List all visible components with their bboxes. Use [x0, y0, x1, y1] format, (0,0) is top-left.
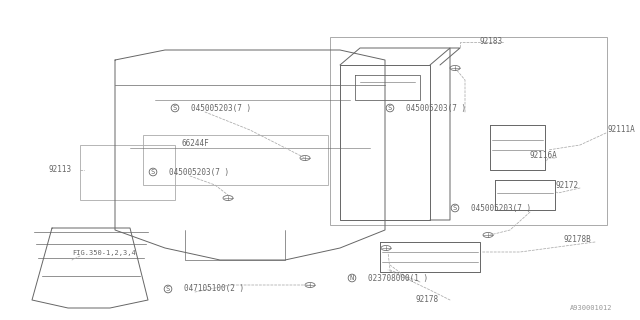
Text: S: S: [388, 105, 392, 111]
Text: 047105100(2 ): 047105100(2 ): [184, 284, 244, 293]
Text: 92113: 92113: [49, 165, 72, 174]
Text: FIG.350-1,2,3,4: FIG.350-1,2,3,4: [72, 250, 136, 256]
Bar: [330, 37, 607, 225]
Text: 92172: 92172: [555, 180, 578, 189]
Bar: [80, 145, 175, 200]
Text: 92183: 92183: [480, 37, 503, 46]
Bar: [143, 135, 328, 185]
Text: S: S: [151, 169, 155, 175]
Text: 66244F: 66244F: [182, 139, 210, 148]
Text: 045005203(7 ): 045005203(7 ): [471, 204, 531, 212]
Text: S: S: [173, 105, 177, 111]
Text: 045005203(7 ): 045005203(7 ): [406, 103, 466, 113]
Text: 92178B: 92178B: [564, 236, 592, 244]
Text: 92178: 92178: [415, 295, 438, 305]
Text: 023708000(1 ): 023708000(1 ): [368, 274, 428, 283]
Text: S: S: [453, 205, 457, 211]
Text: 92111A: 92111A: [608, 125, 636, 134]
Text: 92116A: 92116A: [530, 150, 557, 159]
Text: 045005203(7 ): 045005203(7 ): [169, 167, 229, 177]
Text: S: S: [166, 286, 170, 292]
Text: N: N: [350, 275, 354, 281]
Text: 045005203(7 ): 045005203(7 ): [191, 103, 251, 113]
Text: A930001012: A930001012: [570, 305, 612, 311]
